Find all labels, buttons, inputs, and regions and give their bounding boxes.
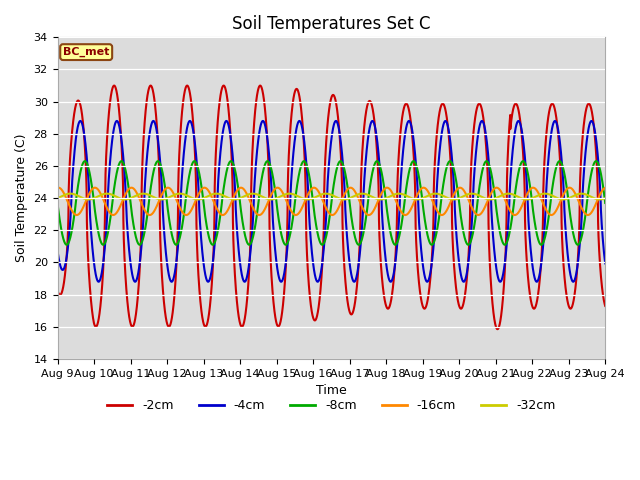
X-axis label: Time: Time <box>316 384 347 397</box>
Text: BC_met: BC_met <box>63 47 109 57</box>
Title: Soil Temperatures Set C: Soil Temperatures Set C <box>232 15 431 33</box>
Legend: -2cm, -4cm, -8cm, -16cm, -32cm: -2cm, -4cm, -8cm, -16cm, -32cm <box>102 394 561 417</box>
Y-axis label: Soil Temperature (C): Soil Temperature (C) <box>15 134 28 263</box>
